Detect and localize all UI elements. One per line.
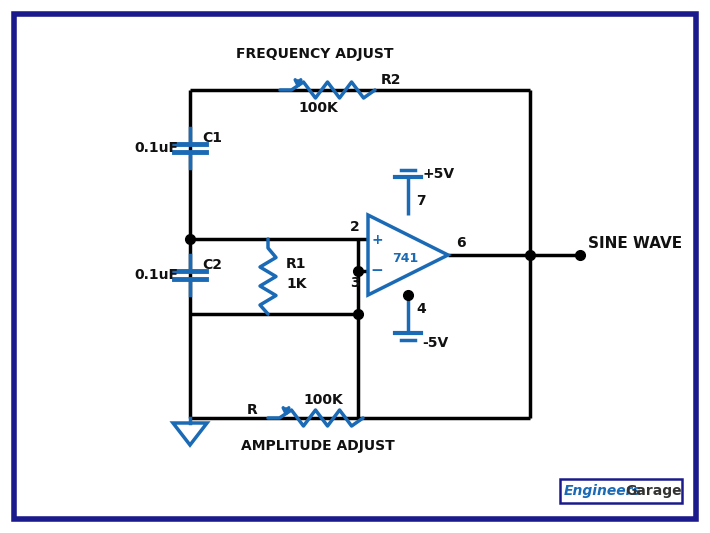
Text: R: R xyxy=(247,403,258,417)
Text: -5V: -5V xyxy=(422,336,448,350)
Text: SINE WAVE: SINE WAVE xyxy=(588,236,682,251)
Text: 2: 2 xyxy=(350,220,360,234)
Text: 741: 741 xyxy=(392,253,418,265)
Text: Engineers: Engineers xyxy=(564,484,642,498)
Text: 0.1uF: 0.1uF xyxy=(134,141,178,155)
Text: FREQUENCY ADJUST: FREQUENCY ADJUST xyxy=(236,47,394,61)
Text: +: + xyxy=(371,233,383,247)
Text: 3: 3 xyxy=(350,276,360,290)
Text: R2: R2 xyxy=(381,73,401,87)
Text: Garage: Garage xyxy=(625,484,682,498)
Text: −: − xyxy=(371,263,383,278)
Bar xyxy=(560,479,682,503)
Text: 7: 7 xyxy=(416,194,425,208)
Text: +5V: +5V xyxy=(422,167,454,181)
Text: 1K: 1K xyxy=(286,277,307,291)
Text: R1: R1 xyxy=(286,257,307,271)
Text: 100K: 100K xyxy=(303,393,343,407)
Text: C2: C2 xyxy=(202,258,222,272)
Text: 6: 6 xyxy=(456,236,466,250)
Text: AMPLITUDE ADJUST: AMPLITUDE ADJUST xyxy=(241,439,395,453)
Text: 4: 4 xyxy=(416,302,426,316)
Text: C1: C1 xyxy=(202,131,222,145)
Text: 0.1uF: 0.1uF xyxy=(134,268,178,282)
Text: 100K: 100K xyxy=(298,101,338,115)
